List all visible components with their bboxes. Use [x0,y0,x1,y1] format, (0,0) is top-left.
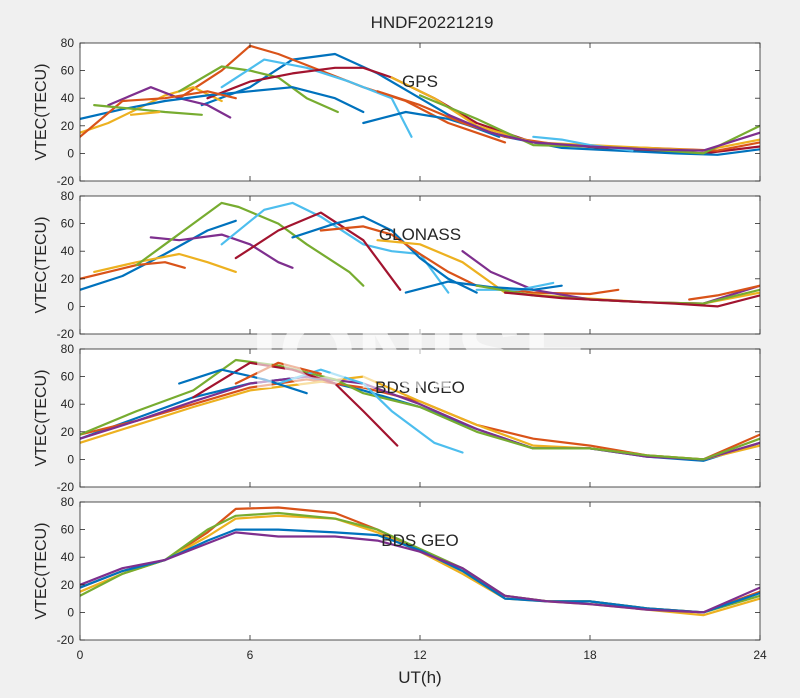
y-tick-label-glonass: 20 [61,272,75,286]
y-tick-label-glonass: 80 [61,189,75,203]
y-tick-label-bds-ngeo: 40 [61,397,75,411]
y-tick-label-glonass: -20 [57,327,75,341]
y-tick-label-bds-geo: -20 [57,633,75,647]
series-line-bds-ngeo-5 [80,358,760,461]
series-line-bds-ngeo-7 [192,361,399,447]
series-group-bds-ngeo [80,358,760,462]
series-line-bds-geo-5 [80,531,760,614]
series-line-glonass-15 [503,291,760,308]
y-tick-label-bds-geo: 60 [61,523,75,537]
y-tick-label-gps: 60 [61,64,75,78]
y-tick-label-glonass: 40 [61,244,75,258]
y-tick-label-glonass: 60 [61,217,75,231]
panel-glonass: -20 0 20 40 60 80 VTEC(TECU) GLONASS [33,189,761,341]
series-group-gps [80,44,760,156]
x-tick-label: 6 [247,648,254,662]
plot-area-glonass [80,196,760,334]
y-tick-label-gps: 20 [61,119,75,133]
y-tick-label-gps: 80 [61,36,75,50]
series-line-gps-13 [447,113,760,152]
series-line-glonass-8 [291,215,478,294]
series-line-glonass-9 [319,225,620,296]
plot-area-gps [80,43,760,181]
series-line-glonass-16 [688,284,760,301]
y-axis-label-glonass: VTEC(TECU) [33,217,50,314]
panel-bds-ngeo: -20 0 20 40 60 80 VTEC(TECU) BDS NGEO [33,342,761,494]
annotation-gps: GPS [402,72,438,91]
x-axis-label: UT(h) [398,668,441,687]
series-line-glonass-4 [149,233,294,269]
y-axis-label-bds-geo: VTEC(TECU) [33,523,50,620]
y-tick-label-bds-ngeo: 80 [61,342,75,356]
series-line-glonass-7 [234,211,402,291]
series-line-glonass-3 [93,252,237,273]
series-line-bds-geo-4 [80,528,760,614]
series-group-bds-geo [80,506,760,617]
y-tick-label-gps: 0 [67,146,74,160]
y-axis-label-gps: VTEC(TECU) [33,64,50,161]
series-line-bds-ngeo-8 [178,368,308,395]
series-line-bds-ngeo-4 [80,375,760,461]
plot-area-bds-geo [80,502,760,640]
series-line-gps-6 [220,58,413,138]
series-line-glonass-1 [80,219,237,291]
y-tick-label-bds-geo: 40 [61,550,75,564]
figure-title: HNDF20221219 [371,13,494,32]
series-line-glonass-5 [135,201,365,287]
y-tick-label-bds-geo: 20 [61,578,75,592]
x-tick-label: 0 [77,648,84,662]
annotation-bds-ngeo: BDS NGEO [375,378,465,397]
y-tick-label-bds-geo: 0 [67,605,74,619]
y-tick-label-bds-geo: 80 [61,495,75,509]
watermark: IONISE [251,298,590,410]
series-line-gps-5 [178,65,339,114]
series-line-gps-16 [93,104,203,116]
y-tick-label-bds-ngeo: 20 [61,425,75,439]
y-tick-label-bds-ngeo: -20 [57,480,75,494]
panel-gps: -20 0 20 40 60 80 VTEC(TECU) GPS [33,36,761,188]
plot-area-bds-ngeo [80,349,760,487]
series-line-bds-ngeo-9 [234,361,322,385]
annotation-bds-geo: BDS GEO [381,531,458,550]
y-tick-label-bds-ngeo: 0 [67,452,74,466]
x-tick-label: 24 [753,648,767,662]
series-line-gps-3 [80,86,223,134]
annotation-glonass: GLONASS [379,225,461,244]
y-tick-label-gps: -20 [57,174,75,188]
x-tick-label: 18 [583,648,597,662]
series-line-gps-15 [80,90,237,138]
y-tick-label-glonass: 0 [67,299,74,313]
y-tick-label-bds-ngeo: 60 [61,370,75,384]
series-group-glonass [80,201,760,308]
y-tick-label-gps: 40 [61,91,75,105]
x-tick-label: 12 [413,648,427,662]
series-line-gps-17 [129,110,161,116]
y-axis-label-bds-ngeo: VTEC(TECU) [33,370,50,467]
